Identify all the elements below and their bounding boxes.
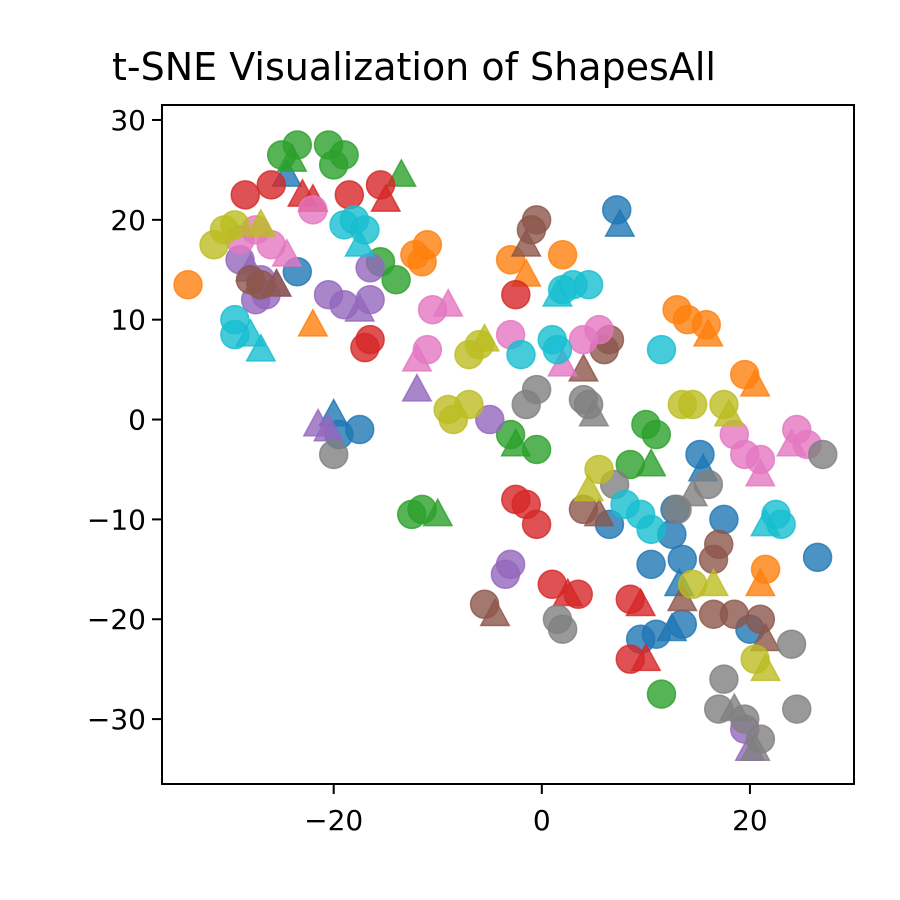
- scatter-point-olive-triangle: [573, 472, 605, 502]
- y-tick-label: 30: [110, 104, 146, 137]
- scatter-point-gray-circle: [729, 704, 760, 734]
- scatter-point-olive-triangle: [713, 397, 745, 427]
- scatter-point-red-circle: [501, 279, 531, 310]
- plot-frame: [161, 104, 855, 785]
- scatter-point-gray-circle: [547, 614, 578, 644]
- scatter-point-purple-triangle: [401, 373, 433, 402]
- scatter-point-red-triangle: [630, 642, 662, 672]
- ticks-layer: −20 0 20 −30 −20 −10 0 10 20 30: [87, 104, 768, 837]
- scatter-point-purple-circle: [355, 253, 385, 283]
- scatter-point-red-circle: [334, 180, 365, 210]
- scatter-point-brown-triangle: [260, 268, 292, 297]
- scatter-point-red-triangle: [625, 587, 657, 617]
- scatter-point-brown-triangle: [583, 497, 615, 527]
- scatter-point-red-circle: [256, 170, 287, 200]
- scatter-point-blue-circle: [667, 609, 698, 639]
- scatter-point-cyan-circle: [636, 514, 666, 545]
- scatter-point-pink-triangle: [744, 457, 776, 487]
- scatter-point-olive-triangle: [245, 208, 277, 237]
- scatter-point-brown-triangle: [479, 597, 511, 627]
- scatter-point-orange-triangle: [739, 368, 771, 397]
- scatter-point-olive-circle: [584, 454, 614, 485]
- scatter-point-olive-circle: [677, 389, 708, 420]
- scatter-point-pink-circle: [298, 195, 328, 225]
- scatter-point-green-triangle: [276, 143, 308, 172]
- scatter-point-cyan-circle: [506, 339, 536, 370]
- y-tick-label: −20: [87, 603, 146, 636]
- scatter-point-green-circle: [646, 679, 677, 709]
- scatter-point-blue-circle: [802, 542, 833, 573]
- scatter-point-cyan-triangle: [344, 228, 376, 257]
- scatter-point-pink-triangle: [401, 343, 433, 372]
- scatter-point-blue-circle: [709, 504, 739, 535]
- scatter-point-green-triangle: [422, 497, 454, 527]
- scatter-point-green-circle: [521, 434, 552, 465]
- scatter-point-green-triangle: [635, 447, 667, 477]
- scatter-point-olive-circle: [454, 339, 484, 370]
- scatter-point-olive-circle: [454, 389, 484, 420]
- scatter-point-olive-circle: [199, 230, 229, 260]
- scatter-point-red-circle: [521, 509, 552, 540]
- scatter-point-green-circle: [381, 264, 411, 295]
- scatter-point-cyan-triangle: [541, 278, 573, 307]
- scatter-point-gray-circle: [808, 439, 838, 470]
- y-tick-label: −30: [87, 703, 146, 736]
- scatter-point-gray-circle: [693, 469, 724, 500]
- scatter-point-orange-circle: [547, 240, 578, 270]
- scatter-point-orange-triangle: [744, 567, 776, 597]
- points-layer: [173, 130, 838, 762]
- x-tick-label: 0: [533, 804, 551, 837]
- scatter-point-blue-circle: [636, 549, 666, 580]
- scatter-point-red-circle: [230, 180, 260, 210]
- scatter-point-green-circle: [641, 419, 672, 450]
- scatter-point-red-circle: [350, 332, 380, 363]
- scatter-point-cyan-circle: [542, 334, 573, 365]
- y-tick-label: −10: [87, 503, 146, 536]
- scatter-point-pink-circle: [584, 314, 614, 345]
- scatter-point-blue-circle: [344, 414, 375, 445]
- chart-title: t-SNE Visualization of ShapesAll: [112, 45, 716, 89]
- scatter-point-brown-circle: [745, 604, 776, 634]
- scatter-point-gray-circle: [782, 694, 812, 724]
- scatter-point-purple-circle: [495, 549, 526, 580]
- scatter-point-orange-triangle: [297, 308, 329, 337]
- y-tick-label: 0: [128, 404, 146, 437]
- scatter-point-red-triangle: [370, 183, 402, 212]
- scatter-point-olive-triangle: [750, 652, 782, 682]
- scatter-point-olive-circle: [220, 210, 250, 240]
- scatter-point-orange-circle: [173, 269, 203, 300]
- scatter-point-gray-circle: [318, 439, 349, 470]
- scatter-point-pink-triangle: [776, 427, 808, 457]
- scatter-point-pink-triangle: [432, 288, 464, 317]
- scatter-point-cyan-circle: [646, 334, 677, 365]
- scatter-point-brown-triangle: [510, 228, 542, 257]
- scatter-point-gray-triangle: [739, 732, 771, 762]
- x-tick-label: −20: [304, 804, 363, 837]
- scatter-point-blue-triangle: [604, 208, 636, 237]
- y-tick-label: 10: [110, 304, 146, 337]
- scatter-point-cyan-circle: [766, 509, 796, 540]
- scatter-point-gray-circle: [521, 374, 552, 405]
- scatter-point-purple-circle: [475, 404, 505, 435]
- scatter-point-pink-triangle: [271, 238, 303, 267]
- scatter-point-orange-circle: [400, 240, 430, 270]
- scatter-point-gray-circle: [776, 629, 807, 659]
- scatter-point-gray-circle: [709, 664, 739, 694]
- scatter-point-blue-circle: [667, 544, 698, 575]
- scatter-point-gray-circle: [573, 389, 604, 420]
- scatter-point-cyan-triangle: [245, 333, 277, 362]
- scatter-point-olive-triangle: [698, 567, 730, 597]
- scatter-point-red-circle: [563, 579, 593, 610]
- x-tick-label: 20: [732, 804, 768, 837]
- scatter-point-cyan-circle: [573, 269, 604, 300]
- scatter-point-brown-circle: [719, 599, 750, 629]
- scatter-point-orange-triangle: [692, 318, 724, 347]
- scatter-point-purple-circle: [355, 284, 385, 315]
- scatter-point-green-circle: [318, 150, 349, 180]
- y-tick-label: 20: [110, 204, 146, 237]
